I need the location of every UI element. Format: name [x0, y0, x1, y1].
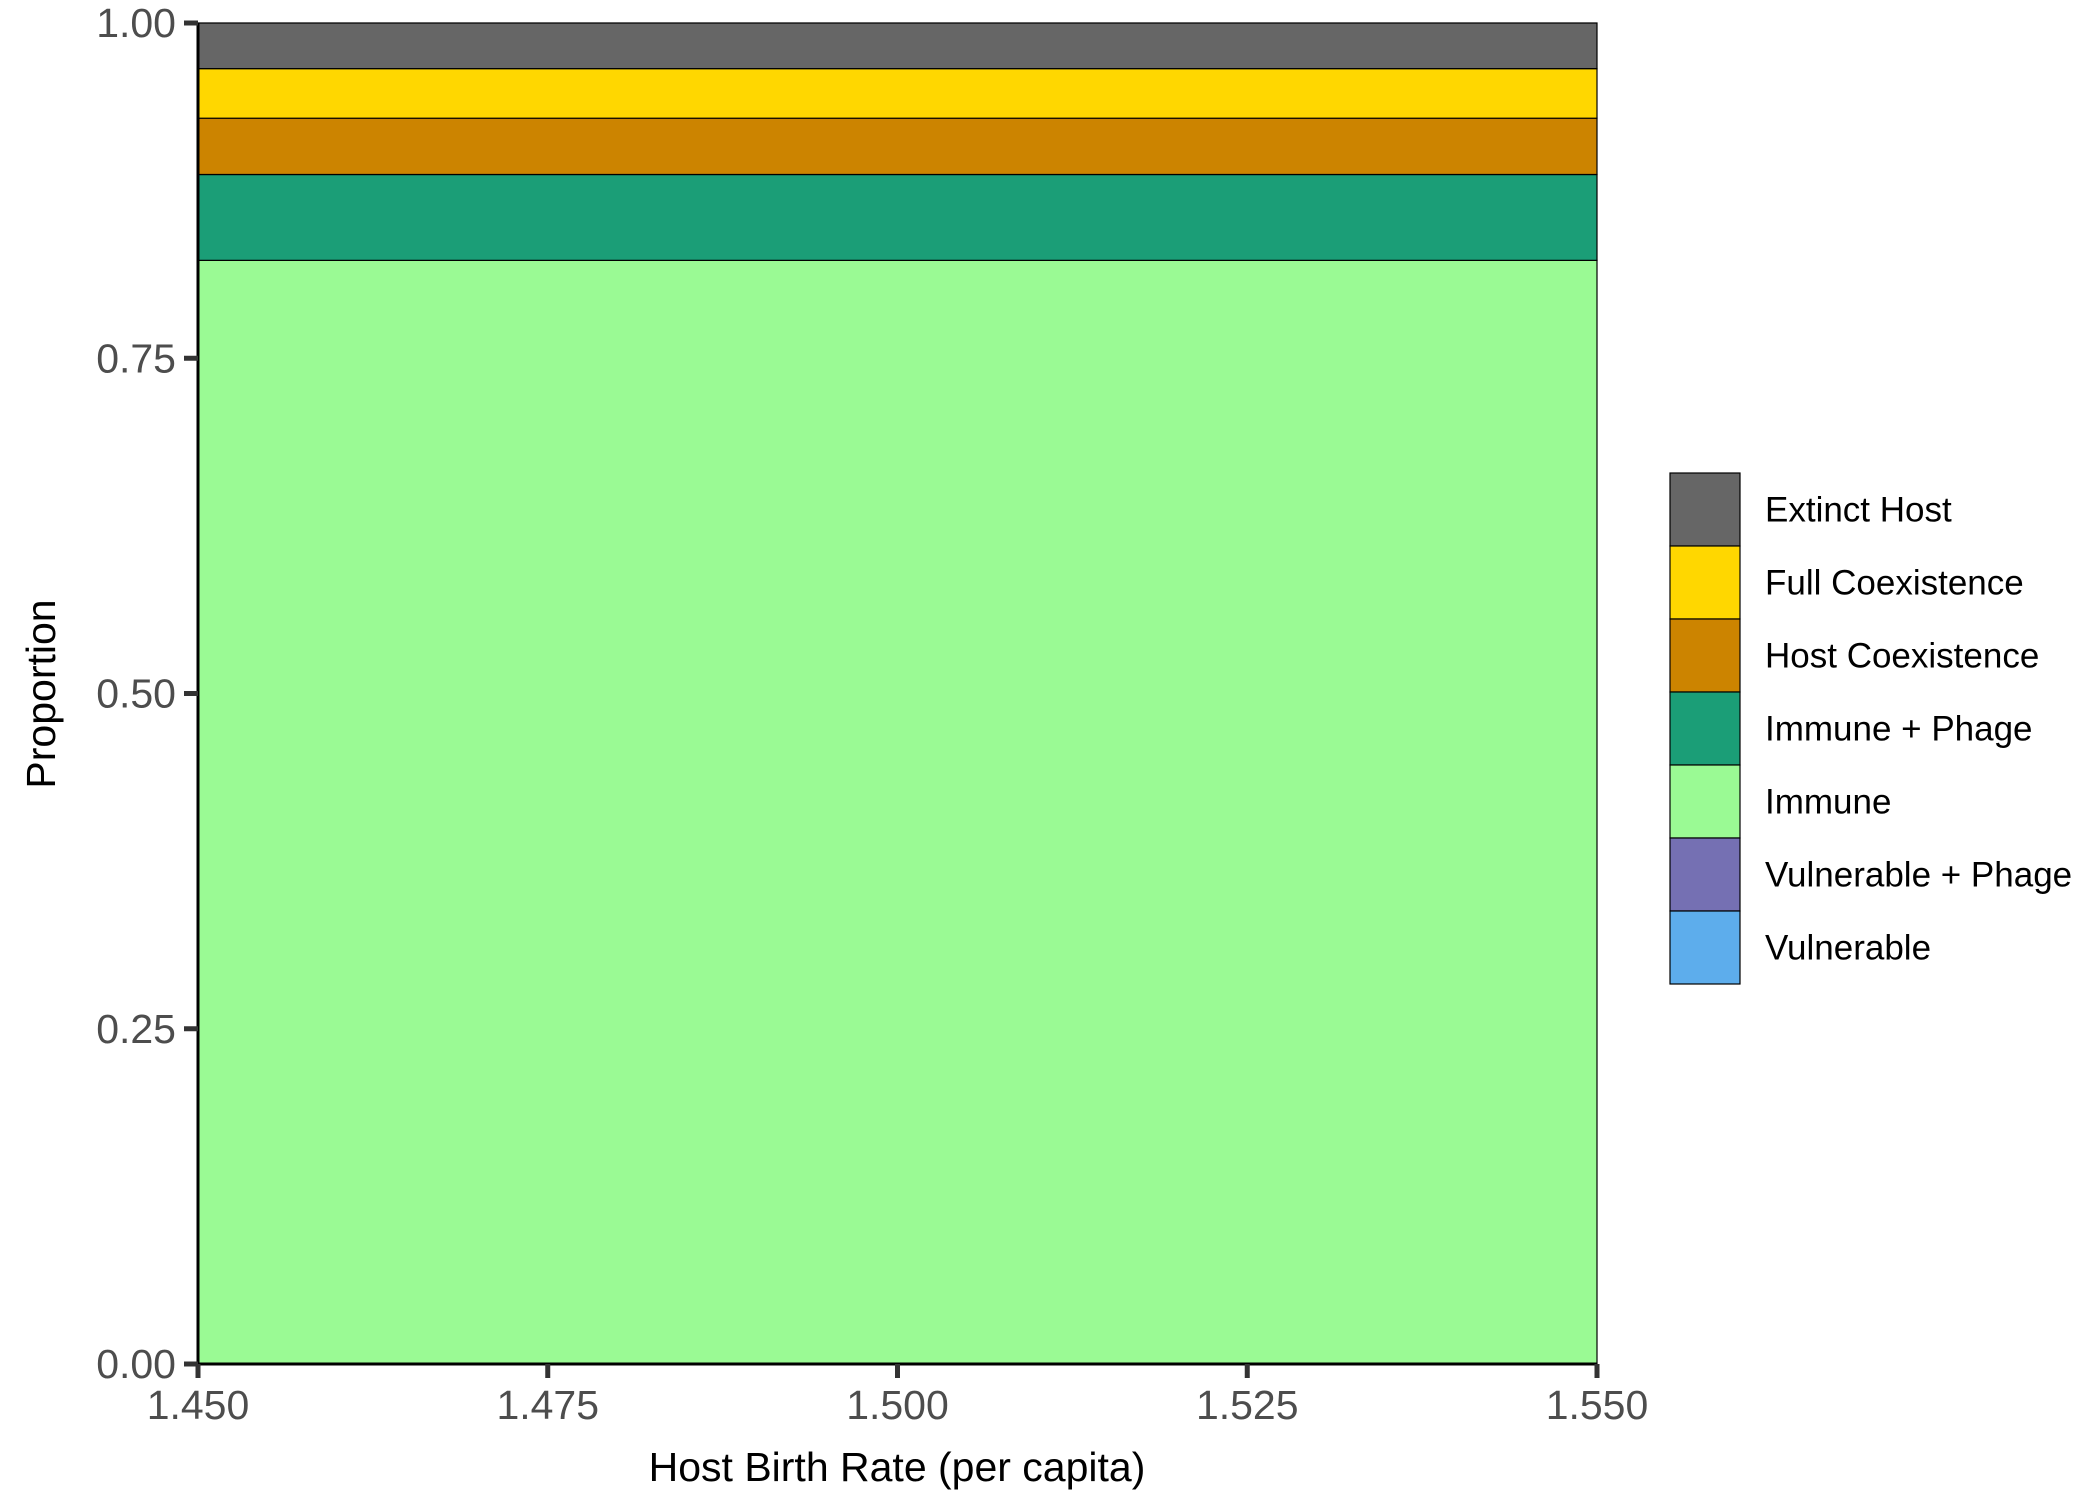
- y-tick-label: 0.25: [96, 1006, 176, 1052]
- x-tick-label: 1.550: [1546, 1382, 1649, 1428]
- legend-key-full-coexistence: [1669, 545, 1741, 620]
- area-host-coexistence: [197, 117, 1598, 176]
- y-tick-label: 0.50: [96, 671, 176, 717]
- x-tick-label: 1.525: [1196, 1382, 1299, 1428]
- y-axis-title: Proportion: [18, 599, 64, 788]
- legend-key-vulnerable-phage: [1669, 837, 1741, 912]
- x-axis-title: Host Birth Rate (per capita): [649, 1444, 1146, 1490]
- area-immune: [197, 259, 1598, 1365]
- area-immune-phage: [197, 173, 1598, 261]
- legend-key-extinct-host: [1669, 472, 1741, 547]
- area-full-coexistence: [197, 67, 1598, 119]
- legend-label-host-coexistence: Host Coexistence: [1765, 637, 2039, 676]
- legend-label-vulnerable: Vulnerable: [1765, 929, 1931, 968]
- legend-label-immune-phage: Immune + Phage: [1765, 710, 2033, 749]
- y-tick-label: 0.75: [96, 335, 176, 381]
- legend: Extinct Host Full Coexistence Host Coexist…: [1669, 472, 2072, 985]
- legend-label-extinct-host: Extinct Host: [1765, 491, 1952, 530]
- x-tick-label: 1.450: [147, 1382, 250, 1428]
- legend-label-immune: Immune: [1765, 783, 1891, 822]
- x-tick-label: 1.475: [496, 1382, 599, 1428]
- legend-key-immune-phage: [1669, 691, 1741, 766]
- ticks-layer: 1.450 1.475 1.500 1.525 1.550 0.00 0.25 0.50 0.7…: [96, 0, 1648, 1428]
- legend-key-vulnerable: [1669, 910, 1741, 985]
- areas-layer: [197, 22, 1598, 1365]
- legend-label-full-coexistence: Full Coexistence: [1765, 564, 2024, 603]
- legend-key-host-coexistence: [1669, 618, 1741, 693]
- area-extinct-host: [197, 22, 1598, 70]
- y-tick-label: 1.00: [96, 0, 176, 46]
- x-tick-label: 1.500: [846, 1382, 949, 1428]
- y-tick-label: 0.00: [96, 1341, 176, 1387]
- legend-key-immune: [1669, 764, 1741, 839]
- legend-label-vulnerable-phage: Vulnerable + Phage: [1765, 856, 2072, 895]
